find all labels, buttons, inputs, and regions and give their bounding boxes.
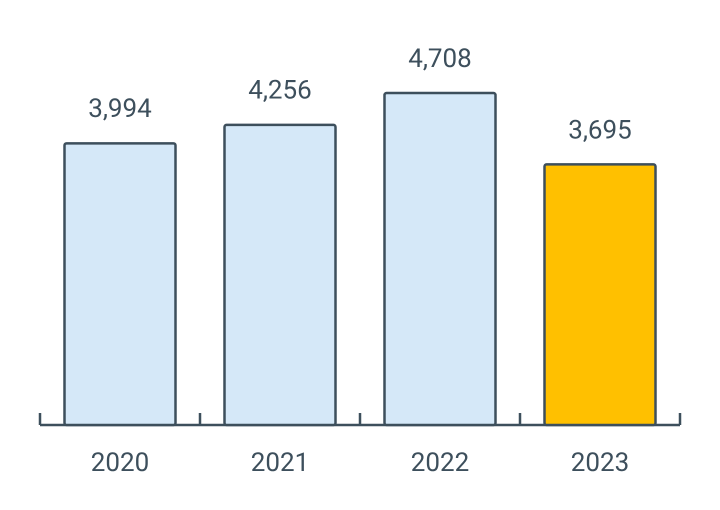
value-label: 4,708 [408, 44, 472, 74]
x-tick-label: 2021 [251, 448, 309, 478]
bar [223, 123, 337, 427]
bar [63, 142, 177, 427]
bar [383, 91, 497, 427]
value-label: 3,994 [88, 94, 152, 124]
value-label: 4,256 [248, 76, 312, 106]
value-label: 3,695 [568, 115, 632, 145]
x-tick-label: 2023 [571, 448, 629, 478]
x-tick-label: 2022 [411, 448, 469, 478]
x-tick-label: 2020 [91, 448, 149, 478]
bar [543, 163, 657, 427]
